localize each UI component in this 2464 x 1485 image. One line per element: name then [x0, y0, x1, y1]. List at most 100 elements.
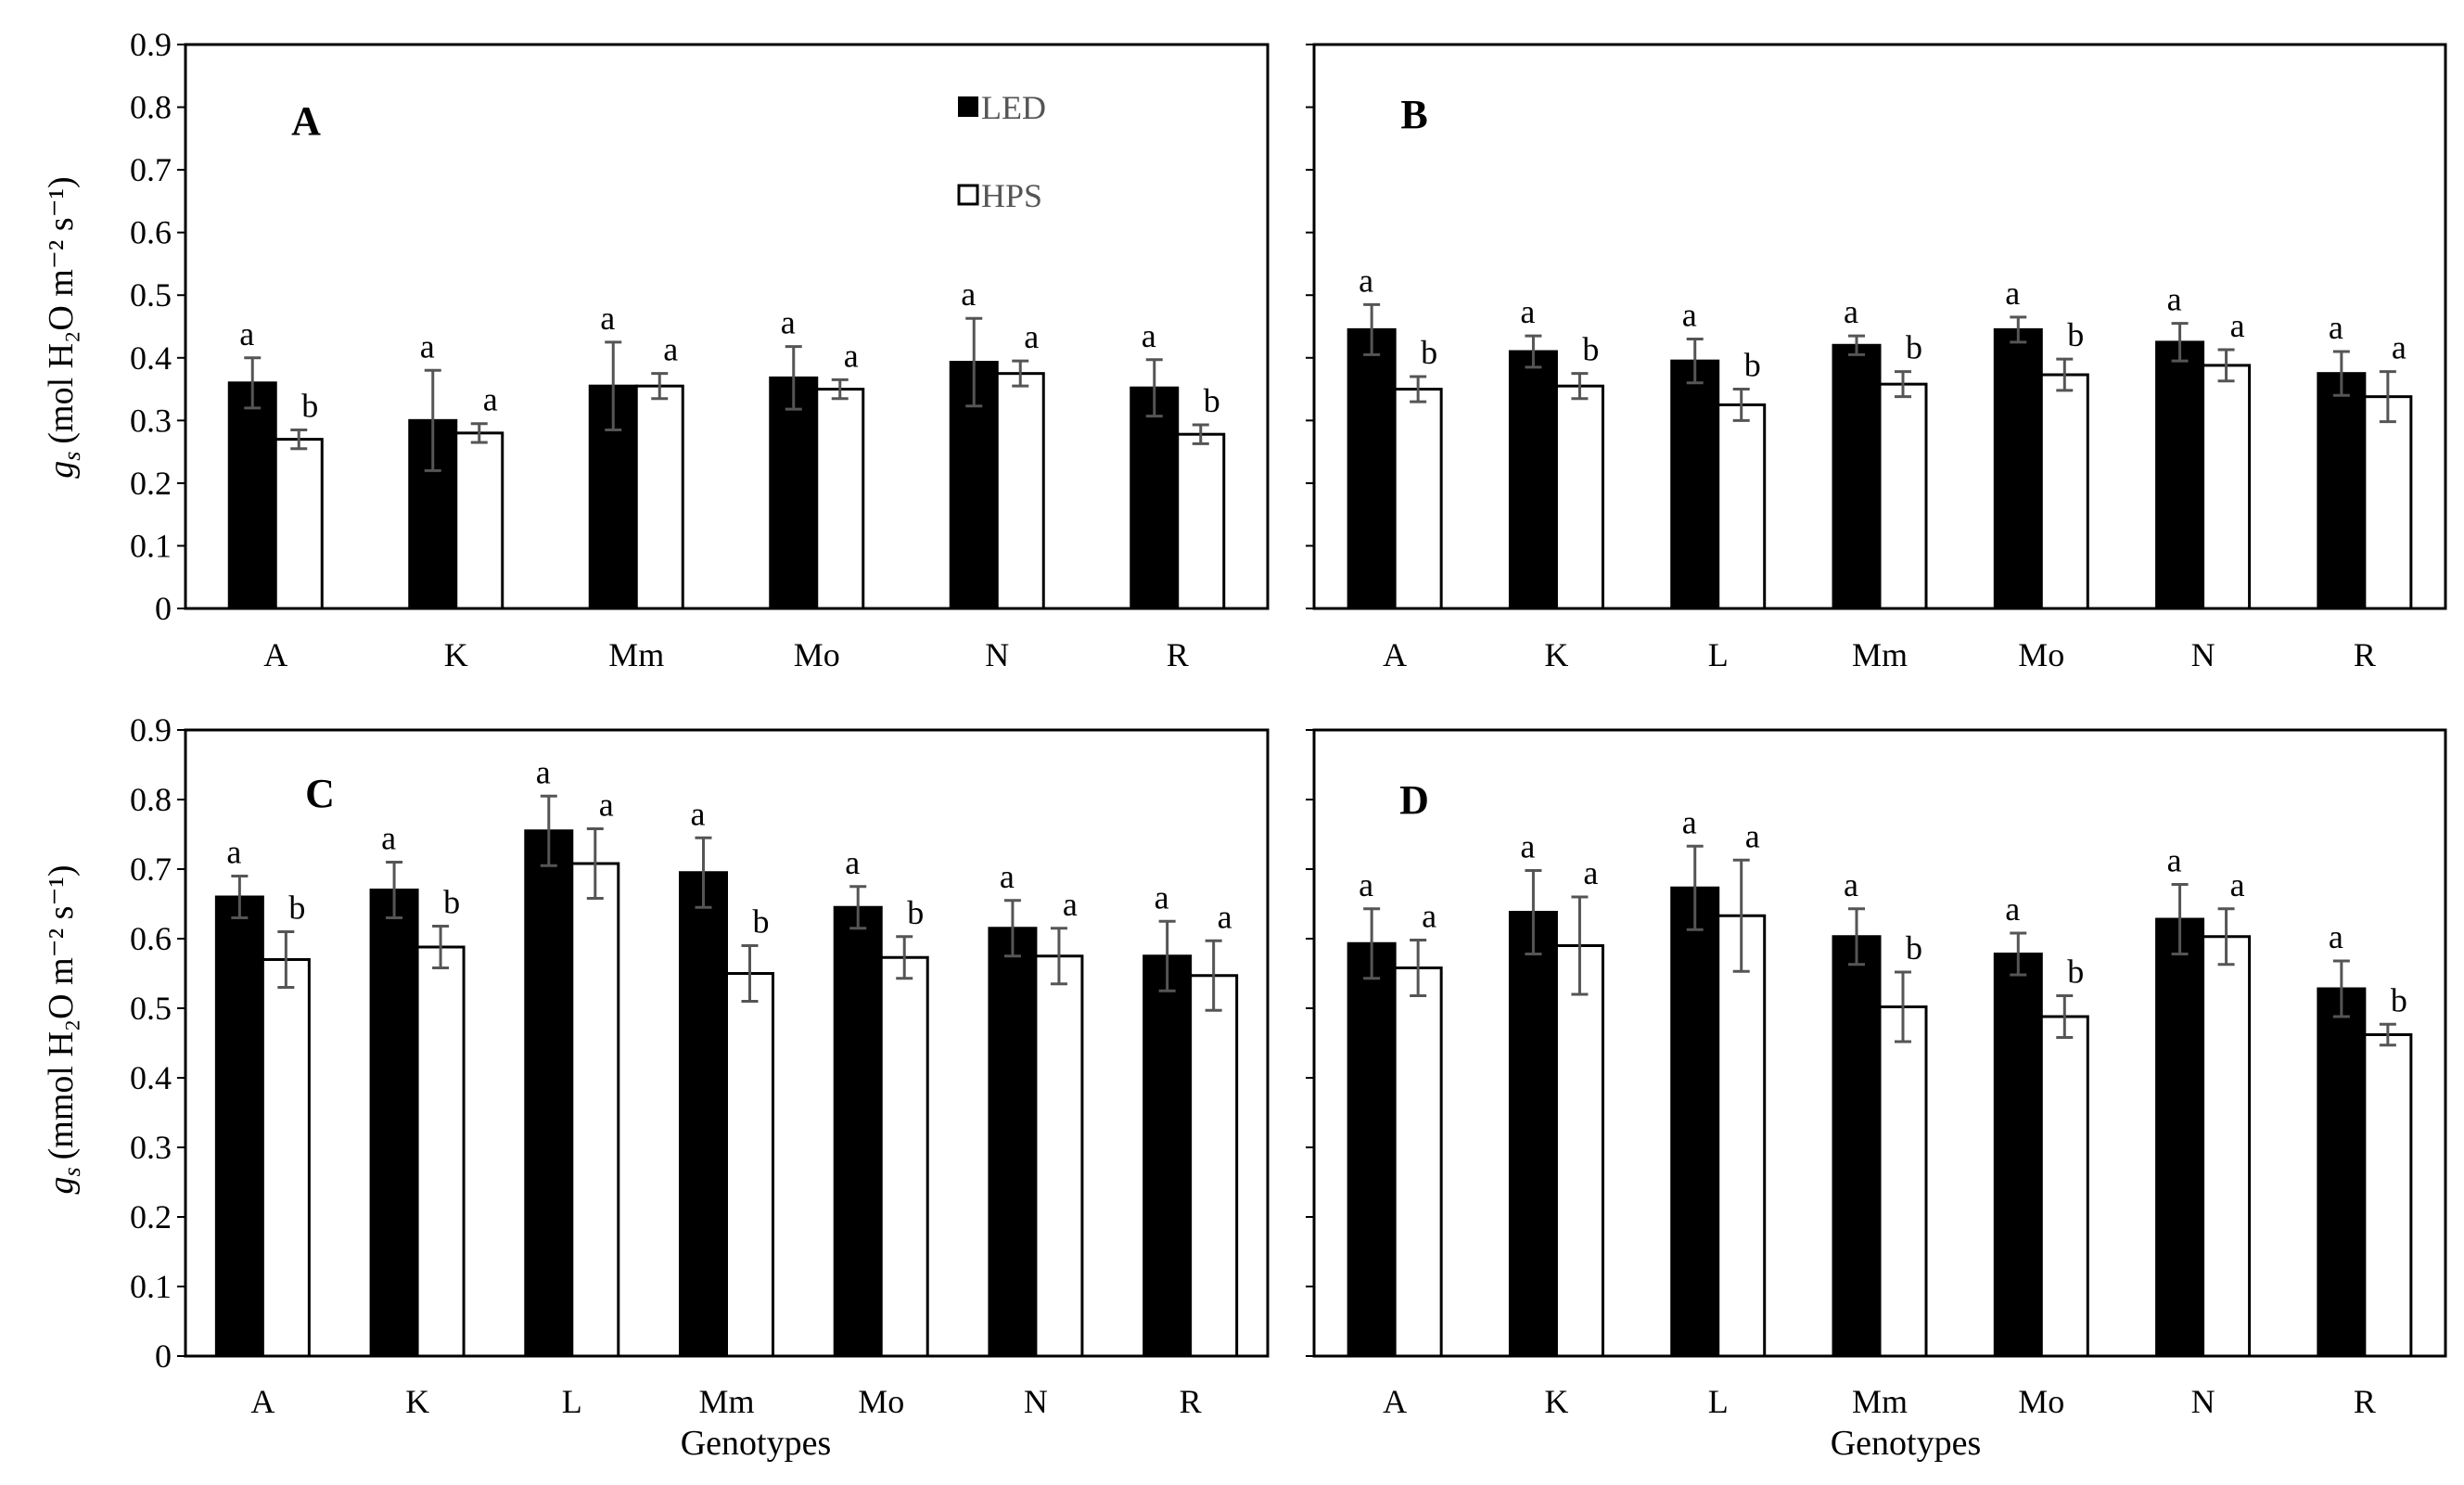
x-tick-label: K	[405, 1383, 429, 1420]
y-tick-label: 0.1	[130, 527, 172, 564]
y-tick-label: 0	[155, 1338, 172, 1375]
xlabel-c: Genotypes	[681, 1424, 832, 1463]
significance-letter: a	[420, 327, 435, 365]
significance-letter: a	[1218, 898, 1232, 935]
panel-C: 0 0.1 0.2 0.3 0.4 0.5 0.6 0.7 0.8 0.9 C Aa b Ka b La a Mm…	[130, 711, 1270, 1420]
significance-letter: a	[1063, 886, 1078, 923]
bar-led	[408, 418, 458, 610]
significance-letter: b	[2391, 981, 2407, 1018]
y-tick-label: 0.6	[130, 214, 172, 251]
x-tick-label: L	[562, 1383, 582, 1420]
y-tick-label: 0	[155, 590, 172, 627]
bar-hps	[634, 384, 684, 610]
y-tick-label: 0.6	[130, 920, 172, 957]
x-tick-label: Mo	[2018, 636, 2064, 673]
y-tick-label: 0.7	[130, 151, 172, 188]
x-tick-label: A	[250, 1383, 274, 1420]
significance-letter: b	[288, 890, 305, 927]
y-tick-label: 0.9	[130, 26, 172, 63]
x-tick-label: R	[1180, 1383, 1202, 1420]
bar-led	[2155, 917, 2205, 1358]
significance-letter: a	[1000, 858, 1015, 895]
significance-letter: a	[1844, 866, 1858, 903]
bar-hps	[2039, 373, 2089, 610]
bar-led	[1832, 935, 1882, 1358]
bar-hps	[1878, 1005, 1928, 1358]
bar-led	[1993, 953, 2043, 1358]
bar-led	[769, 376, 819, 610]
significance-letter: b	[2067, 954, 2084, 991]
y-tick-label: 0.8	[130, 781, 172, 818]
significance-letter: a	[961, 275, 976, 313]
bar-hps	[2363, 1033, 2413, 1358]
panel-label: A	[291, 98, 321, 144]
significance-letter: a	[2230, 866, 2245, 903]
significance-letter: a	[226, 834, 241, 871]
x-tick-label: R	[2354, 1383, 2376, 1420]
bar-led	[679, 871, 728, 1358]
x-tick-label: Mm	[1852, 636, 1908, 673]
significance-letter: a	[844, 337, 859, 374]
bar-led	[833, 905, 883, 1358]
x-tick-label: K	[444, 636, 468, 673]
significance-letter: b	[907, 894, 924, 931]
y-tick-label: 0.7	[130, 851, 172, 888]
bar-hps	[1034, 954, 1084, 1358]
y-tick-label: 0.8	[130, 89, 172, 126]
significance-letter: a	[1682, 803, 1697, 840]
legend-hps-swatch	[957, 184, 979, 206]
y-tick-label: 0.2	[130, 465, 172, 502]
bar-led	[214, 895, 264, 1358]
plot-frame	[184, 43, 1270, 610]
x-tick-label: Mo	[2018, 1383, 2064, 1420]
bar-hps	[274, 438, 324, 610]
bar-led	[369, 889, 419, 1358]
significance-letter: b	[301, 387, 318, 424]
bar-hps	[879, 955, 929, 1358]
x-tick-label: L	[1708, 636, 1729, 673]
x-tick-label: R	[2354, 636, 2376, 673]
significance-letter: a	[1024, 318, 1039, 355]
significance-letter: a	[239, 315, 254, 352]
significance-letter: a	[1682, 297, 1697, 334]
x-tick-label: Mo	[858, 1383, 904, 1420]
x-tick-label: Mm	[698, 1383, 754, 1420]
y-tick-label: 0.4	[130, 1059, 172, 1096]
bar-hps	[815, 388, 865, 610]
bar-hps	[570, 862, 620, 1358]
significance-letter: b	[1744, 347, 1761, 384]
significance-letter: a	[1583, 854, 1598, 891]
significance-letter: a	[536, 753, 551, 790]
panel-B: B Aa b Ka b La b Mm a b Mo a b Na a Ra a	[1306, 43, 2447, 673]
y-tick-label: 0.4	[130, 339, 172, 377]
significance-letter: a	[663, 331, 678, 368]
bar-hps	[1393, 967, 1443, 1358]
significance-letter: a	[2167, 281, 2182, 318]
x-tick-label: A	[1383, 636, 1407, 673]
significance-letter: a	[1844, 293, 1858, 330]
bar-led	[2317, 987, 2367, 1358]
xlabel-d: Genotypes	[1831, 1424, 1982, 1463]
panel-label: D	[1399, 777, 1429, 823]
significance-letter: b	[753, 903, 770, 941]
significance-letter: a	[2230, 307, 2245, 344]
significance-letter: a	[691, 795, 706, 832]
x-tick-label: K	[1544, 636, 1568, 673]
bar-hps	[2363, 395, 2413, 610]
legend-led-label: LED	[981, 89, 1046, 126]
x-tick-label: Mo	[794, 636, 840, 673]
bar-led	[1130, 386, 1180, 610]
bar-hps	[1176, 432, 1226, 610]
bar-led	[524, 829, 574, 1358]
x-tick-label: A	[1383, 1383, 1407, 1420]
significance-letter: a	[1745, 817, 1760, 854]
significance-letter: a	[2167, 842, 2182, 879]
significance-letter: a	[2329, 918, 2343, 955]
bar-hps	[1878, 382, 1928, 610]
bar-led	[227, 381, 277, 610]
significance-letter: a	[2005, 275, 2020, 312]
bar-led	[2155, 340, 2205, 610]
x-tick-label: A	[263, 636, 287, 673]
panel-A: 0 0.1 0.2 0.3 0.4 0.5 0.6 0.7 0.8 0.9 A Aa b Ka a Mm a a M…	[130, 26, 1270, 673]
significance-letter: b	[1906, 329, 1922, 366]
